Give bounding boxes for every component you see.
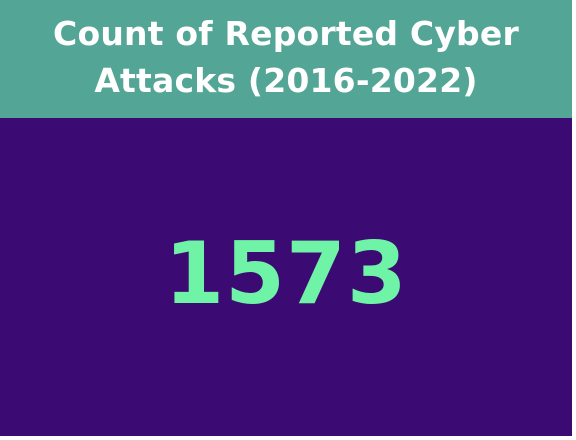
kpi-card-header: Count of Reported Cyber Attacks (2016-20… bbox=[0, 0, 572, 118]
kpi-card-title: Count of Reported Cyber Attacks (2016-20… bbox=[26, 10, 546, 104]
kpi-card-body: 1573 bbox=[0, 118, 572, 436]
kpi-value: 1573 bbox=[164, 231, 407, 317]
